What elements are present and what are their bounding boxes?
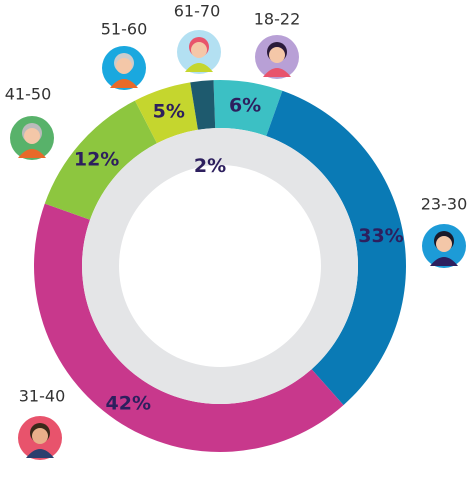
avatar-body	[18, 149, 46, 158]
avatar	[102, 46, 146, 90]
category-label: 41-50	[5, 85, 52, 104]
avatar	[255, 35, 299, 79]
avatar-body	[430, 257, 458, 266]
avatar-face	[269, 47, 285, 63]
donut-slice	[44, 100, 157, 220]
value-label: 33%	[358, 225, 403, 247]
center-hole	[119, 165, 321, 367]
category-label: 61-70	[174, 2, 221, 21]
avatar-body	[263, 68, 291, 77]
avatar	[18, 416, 62, 460]
donut-slice	[266, 90, 407, 406]
avatar-face	[32, 428, 48, 444]
donut-slice	[190, 80, 216, 130]
avatar-body	[110, 79, 138, 88]
avatar-face	[436, 236, 452, 252]
avatar-face	[191, 42, 207, 58]
value-label: 12%	[74, 148, 119, 170]
value-label: 6%	[229, 94, 261, 116]
avatar-body	[26, 449, 54, 458]
avatar	[422, 224, 466, 268]
value-label: 42%	[106, 392, 151, 414]
donut-slice	[213, 79, 283, 136]
value-label: 2%	[194, 155, 226, 177]
donut-slice	[134, 82, 198, 144]
value-label: 5%	[153, 101, 185, 123]
category-label: 51-60	[101, 20, 148, 39]
avatar-body	[185, 63, 213, 72]
avatar-face	[116, 58, 132, 74]
avatar	[10, 116, 54, 160]
avatar-face	[24, 128, 40, 144]
donut-slice	[33, 203, 344, 452]
category-label: 18-22	[254, 10, 301, 29]
category-label: 23-30	[421, 195, 468, 214]
avatar	[177, 30, 221, 74]
category-label: 31-40	[19, 387, 66, 406]
